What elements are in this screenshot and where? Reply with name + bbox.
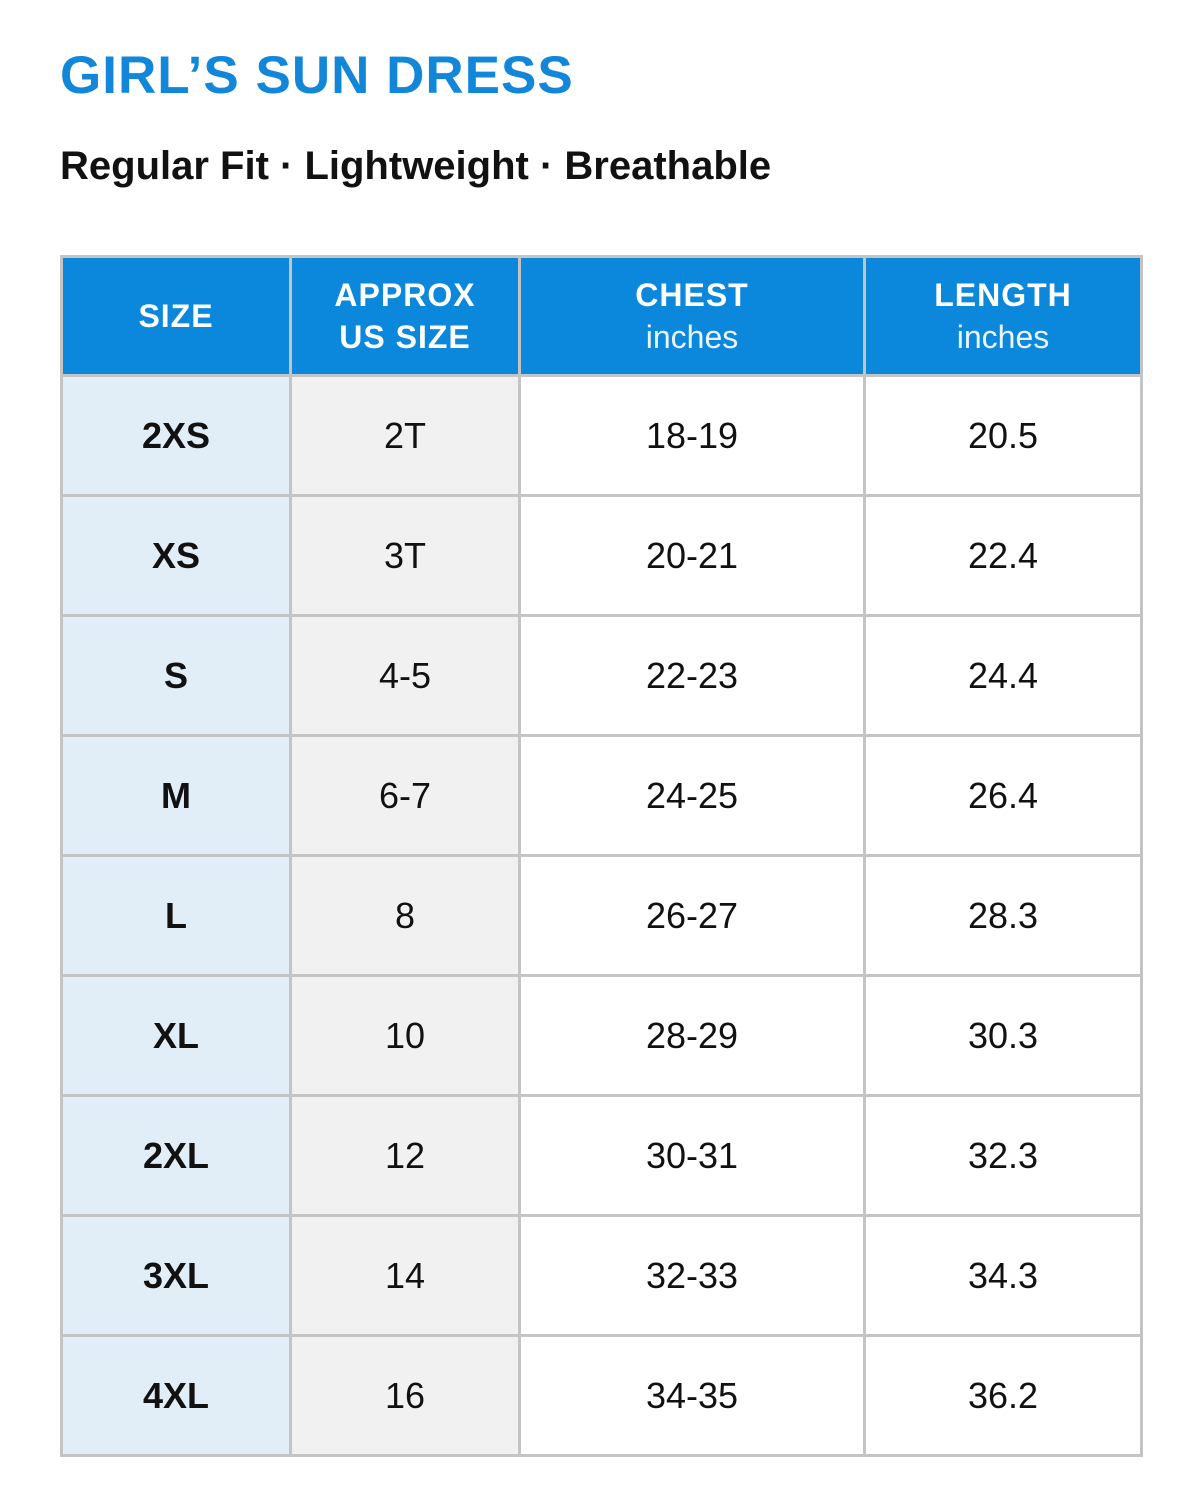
table-row: L 8 26-27 28.3 [60,854,1143,977]
table-body: 2XS 2T 18-19 20.5 XS 3T 20-21 22.4 S 4-5 22-23 24.4… [60,374,1143,1457]
size-cell: 3XL [60,1214,292,1337]
header-length-label: LENGTH [934,277,1072,313]
header-chest-label: CHEST [635,277,749,313]
us-size-cell: 6-7 [289,734,521,857]
chest-cell: 32-33 [518,1214,866,1337]
chest-cell: 22-23 [518,614,866,737]
us-size-cell: 2T [289,374,521,497]
table-row: 4XL 16 34-35 36.2 [60,1334,1143,1457]
us-size-cell: 4-5 [289,614,521,737]
chest-cell: 26-27 [518,854,866,977]
length-cell: 28.3 [863,854,1143,977]
us-size-cell: 10 [289,974,521,1097]
chest-cell: 18-19 [518,374,866,497]
size-cell: XS [60,494,292,617]
size-cell: S [60,614,292,737]
page-title: GIRL’S SUN DRESS [60,46,574,105]
table-row: 2XL 12 30-31 32.3 [60,1094,1143,1217]
length-cell: 22.4 [863,494,1143,617]
length-cell: 30.3 [863,974,1143,1097]
header-us-size-line2: US SIZE [339,319,471,355]
size-cell: 2XS [60,374,292,497]
header-size-label: SIZE [138,298,214,334]
us-size-cell: 14 [289,1214,521,1337]
size-chart-table: SIZE APPROX US SIZE CHEST inches LENGTH … [60,255,1143,1457]
header-us-size: APPROX US SIZE [289,255,521,377]
chest-cell: 24-25 [518,734,866,857]
us-size-cell: 3T [289,494,521,617]
table-row: XL 10 28-29 30.3 [60,974,1143,1097]
table-row: XS 3T 20-21 22.4 [60,494,1143,617]
header-chest-unit: inches [645,319,739,355]
length-cell: 36.2 [863,1334,1143,1457]
header-chest: CHEST inches [518,255,866,377]
size-cell: 2XL [60,1094,292,1217]
size-cell: L [60,854,292,977]
length-cell: 20.5 [863,374,1143,497]
us-size-cell: 12 [289,1094,521,1217]
header-us-size-line1: APPROX [334,277,476,313]
table-row: 3XL 14 32-33 34.3 [60,1214,1143,1337]
size-cell: M [60,734,292,857]
chest-cell: 20-21 [518,494,866,617]
table-row: 2XS 2T 18-19 20.5 [60,374,1143,497]
us-size-cell: 16 [289,1334,521,1457]
table-row: S 4-5 22-23 24.4 [60,614,1143,737]
table-header-row: SIZE APPROX US SIZE CHEST inches LENGTH … [60,255,1143,377]
header-length: LENGTH inches [863,255,1143,377]
chest-cell: 28-29 [518,974,866,1097]
size-cell: XL [60,974,292,1097]
size-cell: 4XL [60,1334,292,1457]
chest-cell: 30-31 [518,1094,866,1217]
us-size-cell: 8 [289,854,521,977]
length-cell: 32.3 [863,1094,1143,1217]
length-cell: 34.3 [863,1214,1143,1337]
table-row: M 6-7 24-25 26.4 [60,734,1143,857]
length-cell: 24.4 [863,614,1143,737]
chest-cell: 34-35 [518,1334,866,1457]
length-cell: 26.4 [863,734,1143,857]
page-subtitle: Regular Fit · Lightweight · Breathable [60,144,772,188]
header-size: SIZE [60,255,292,377]
header-length-unit: inches [956,319,1050,355]
